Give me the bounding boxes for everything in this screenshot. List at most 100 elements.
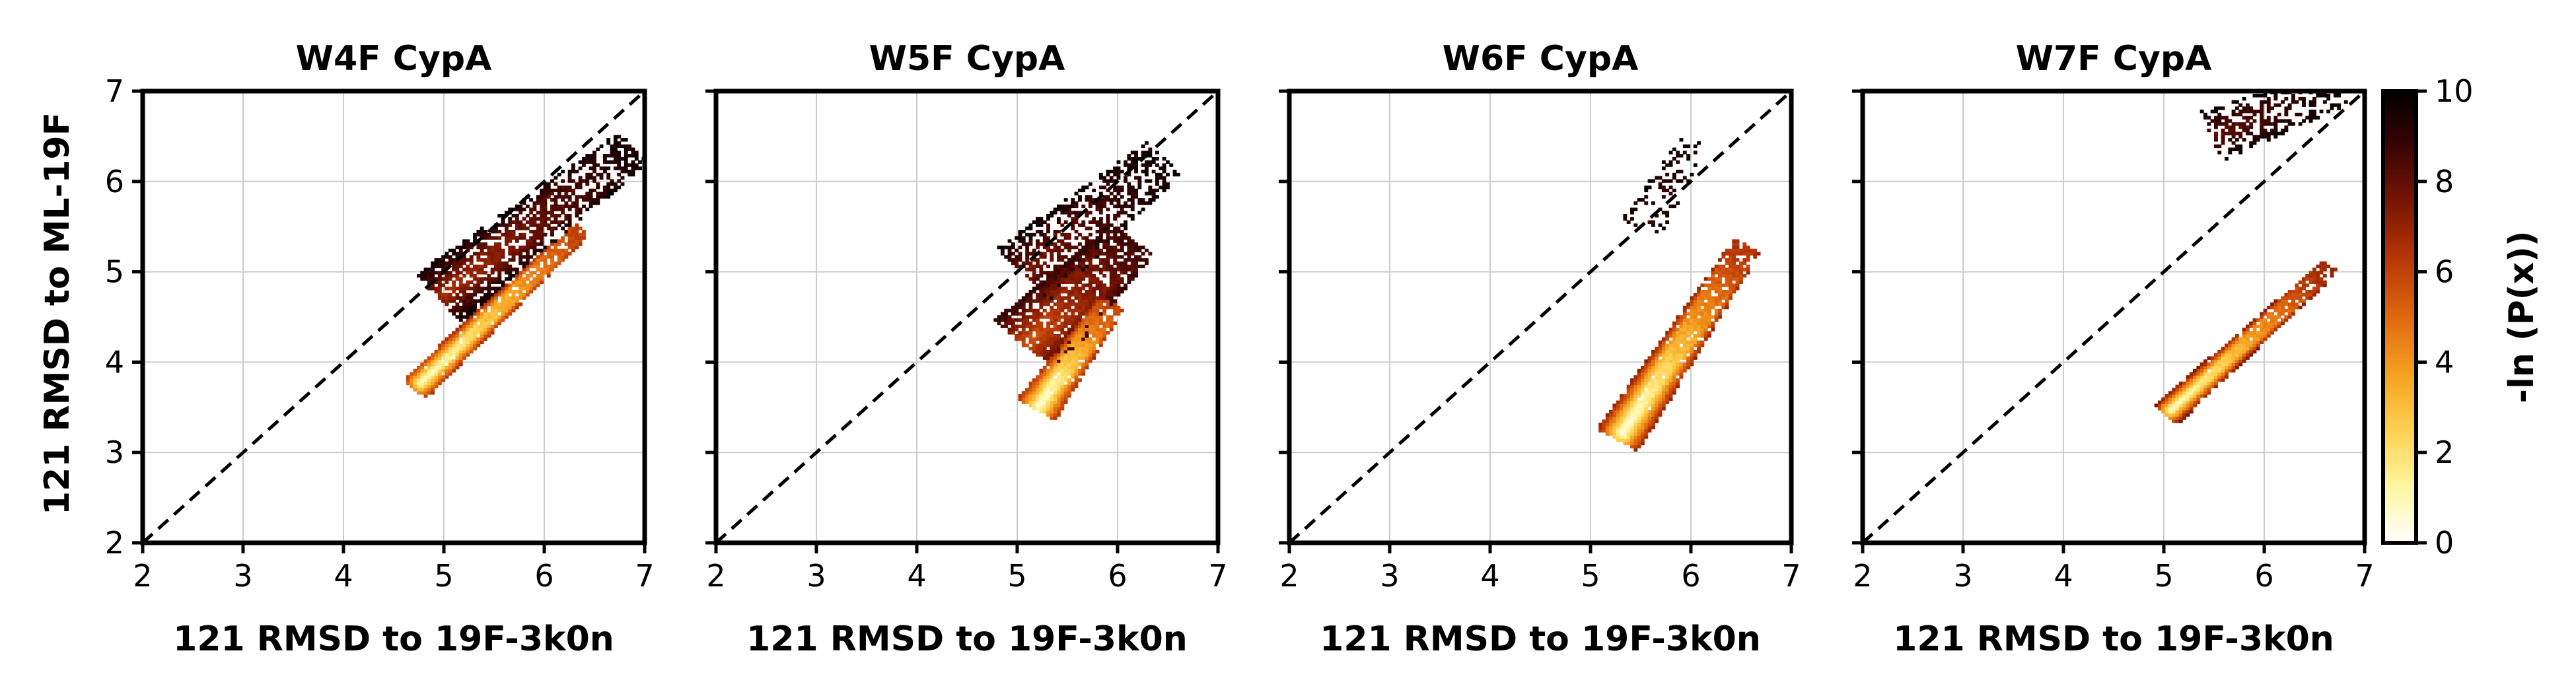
heatmap-cell — [2182, 416, 2186, 420]
heatmap-cell — [1690, 328, 1694, 331]
heatmap-cell — [2214, 135, 2218, 139]
heatmap-cell — [519, 271, 523, 275]
heatmap-cell — [2302, 302, 2306, 306]
heatmap-cell — [1067, 296, 1071, 300]
heatmap-cell — [525, 245, 530, 250]
heatmap-cell — [532, 277, 537, 281]
heatmap-cell — [1155, 172, 1159, 177]
heatmap-cell — [567, 179, 572, 183]
heatmap-cell — [1124, 232, 1127, 237]
heatmap-cell — [2284, 128, 2289, 133]
heatmap-cell — [1707, 334, 1711, 338]
heatmap-cell — [2245, 340, 2250, 344]
heatmap-cell — [458, 315, 463, 319]
heatmap-cell — [1078, 223, 1082, 227]
heatmap-cell — [1127, 157, 1131, 161]
heatmap-cell — [1092, 248, 1096, 253]
heatmap-cell — [1025, 318, 1030, 322]
heatmap-cell — [1658, 407, 1663, 411]
heatmap-cell — [1053, 334, 1057, 338]
heatmap-cell — [2242, 359, 2246, 363]
heatmap-cell — [1085, 267, 1089, 271]
heatmap-cell — [1623, 429, 1628, 433]
heatmap-cell — [1028, 293, 1033, 297]
heatmap-cell — [1088, 277, 1092, 281]
heatmap-cell — [1057, 290, 1061, 294]
heatmap-cell — [1067, 384, 1071, 388]
heatmap-cell — [483, 296, 487, 300]
heatmap-cell — [1679, 334, 1684, 338]
heatmap-cell — [1735, 277, 1740, 281]
heatmap-cell — [1067, 378, 1071, 382]
heatmap-cell — [2266, 103, 2271, 107]
heatmap-cell — [1665, 378, 1670, 382]
heatmap-cell — [1102, 239, 1107, 243]
heatmap-cell — [529, 211, 534, 215]
heatmap-cell — [445, 359, 449, 363]
heatmap-cell — [515, 277, 519, 281]
heatmap-cell — [1071, 290, 1075, 294]
heatmap-cell — [2203, 394, 2207, 398]
heatmap-cell — [1620, 409, 1624, 414]
heatmap-cell — [1000, 245, 1005, 250]
heatmap-cell — [1155, 179, 1159, 183]
heatmap-cell — [2231, 337, 2236, 341]
heatmap-cell — [550, 207, 554, 211]
heatmap-cell — [1676, 340, 1680, 344]
y-tick-label: 6 — [105, 164, 124, 199]
heatmap-cell — [2273, 116, 2278, 120]
heatmap-cell — [1612, 423, 1617, 427]
heatmap-cell — [452, 340, 456, 344]
heatmap-cell — [2231, 125, 2236, 129]
heatmap-cell — [2235, 340, 2239, 344]
heatmap-cell — [1661, 356, 1666, 360]
heatmap-cell — [1676, 368, 1680, 373]
heatmap-cell — [2242, 328, 2246, 331]
heatmap-cell — [1130, 151, 1135, 155]
heatmap-cell — [1665, 172, 1670, 177]
heatmap-cell — [1676, 347, 1680, 351]
heatmap-cell — [1721, 302, 1726, 306]
heatmap-cell — [1707, 287, 1711, 291]
heatmap-cell — [536, 236, 540, 240]
heatmap-cell — [2189, 372, 2194, 376]
heatmap-cell — [1690, 321, 1694, 326]
heatmap-cell — [564, 248, 569, 253]
heatmap-cell — [1071, 223, 1075, 227]
heatmap-cell — [480, 245, 484, 250]
heatmap-cell — [546, 217, 551, 221]
heatmap-cell — [1032, 287, 1036, 291]
heatmap-cell — [1120, 239, 1124, 243]
heatmap-cell — [1109, 274, 1114, 278]
heatmap-cell — [2221, 347, 2225, 351]
heatmap-cell — [427, 384, 431, 388]
heatmap-cell — [1693, 299, 1698, 303]
heatmap-cell — [490, 315, 495, 319]
heatmap-cell — [1085, 290, 1089, 294]
heatmap-cell — [497, 267, 502, 271]
heatmap-cell — [1658, 400, 1663, 404]
heatmap-cell — [505, 239, 509, 243]
heatmap-cell — [546, 264, 551, 269]
heatmap-cell — [543, 220, 548, 224]
heatmap-cell — [582, 195, 586, 199]
heatmap-cell — [1039, 324, 1044, 328]
heatmap-cell — [473, 287, 477, 291]
heatmap-cell — [1113, 195, 1118, 199]
heatmap-cell — [1081, 293, 1086, 297]
heatmap-cell — [1145, 166, 1149, 170]
heatmap-cell — [1085, 271, 1089, 275]
heatmap-cell — [638, 166, 642, 170]
heatmap-cell — [2231, 141, 2236, 145]
heatmap-cell — [564, 191, 569, 195]
heatmap-cell — [1060, 337, 1065, 341]
heatmap-cell — [1679, 365, 1684, 370]
heatmap-cell — [543, 195, 548, 199]
heatmap-cell — [2189, 394, 2194, 398]
heatmap-cell — [2161, 397, 2166, 401]
heatmap-cell — [1046, 271, 1050, 275]
heatmap-cell — [1078, 363, 1082, 366]
heatmap-cell — [2217, 368, 2222, 373]
heatmap-cell — [578, 160, 583, 164]
heatmap-cell — [2322, 264, 2327, 269]
